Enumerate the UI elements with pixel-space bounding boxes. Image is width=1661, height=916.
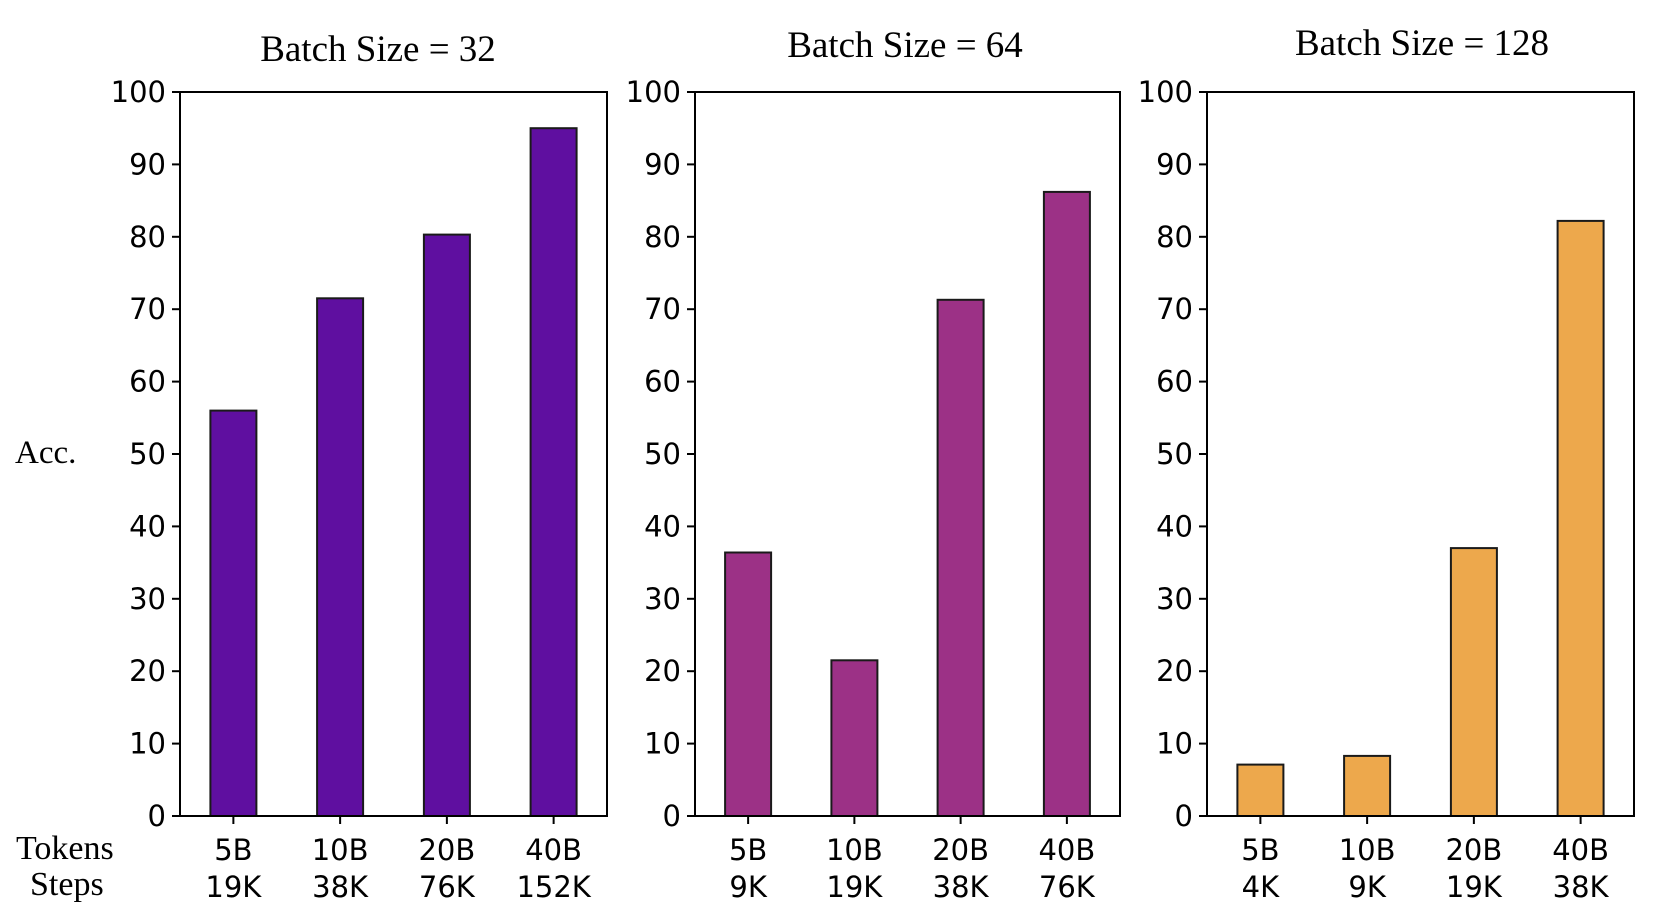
- bar-20B: [1449, 547, 1498, 817]
- y-tick-label: 100: [111, 75, 166, 109]
- bar-40B: [529, 127, 578, 817]
- y-tick-label: 100: [626, 75, 681, 109]
- y-tick-label: 50: [1156, 437, 1193, 471]
- x-tick-label-tokens: 10B: [1339, 833, 1396, 867]
- bar-10B: [316, 297, 365, 817]
- axes-frame: [694, 91, 1121, 817]
- x-tick-label-steps: 76K: [1039, 870, 1096, 904]
- y-tick-label: 10: [129, 727, 166, 761]
- y-tick-label: 20: [1156, 654, 1193, 688]
- y-tick-label: 0: [663, 799, 681, 833]
- bar-10B: [830, 659, 879, 817]
- axes-frame: [179, 91, 608, 817]
- bar-10B: [1343, 754, 1392, 818]
- y-tick-label: 60: [1156, 365, 1193, 399]
- x-tick-label-tokens: 5B: [729, 833, 767, 867]
- x-tick-label-steps: 38K: [1553, 870, 1610, 904]
- bar-40B: [1556, 219, 1605, 817]
- x-tick-label-steps: 4K: [1242, 870, 1280, 904]
- y-tick-label: 20: [644, 654, 681, 688]
- y-tick-label: 0: [1175, 799, 1193, 833]
- bar-5B: [724, 551, 773, 817]
- y-tick-label: 80: [129, 220, 166, 254]
- y-tick-label: 100: [1138, 75, 1193, 109]
- x-tick-label-tokens: 5B: [214, 833, 252, 867]
- x-tick-label-tokens: 20B: [418, 833, 475, 867]
- y-tick-label: 30: [644, 582, 681, 616]
- y-axis-label: Acc.: [15, 435, 76, 471]
- y-tick-label: 40: [129, 509, 166, 543]
- bar-20B: [422, 233, 471, 818]
- y-tick-label: 70: [644, 292, 681, 326]
- x-tick-label-tokens: 40B: [1038, 833, 1095, 867]
- y-tick-label: 50: [644, 437, 681, 471]
- y-tick-label: 80: [644, 220, 681, 254]
- y-tick-label: 30: [129, 582, 166, 616]
- x-tick-label-steps: 9K: [1348, 870, 1386, 904]
- y-tick-label: 40: [644, 509, 681, 543]
- x-tick-label-tokens: 20B: [932, 833, 989, 867]
- y-tick-label: 20: [129, 654, 166, 688]
- y-tick-label: 90: [1156, 147, 1193, 181]
- x-tick-label-steps: 19K: [1446, 870, 1503, 904]
- chart-title: Batch Size = 64: [787, 25, 1023, 66]
- x-tick-label-tokens: 10B: [826, 833, 883, 867]
- x-tick-label-tokens: 20B: [1445, 833, 1502, 867]
- chart-title: Batch Size = 128: [1295, 23, 1549, 64]
- y-tick-label: 90: [129, 147, 166, 181]
- y-tick-label: 80: [1156, 220, 1193, 254]
- x-tick-label-steps: 19K: [205, 870, 262, 904]
- y-tick-label: 70: [1156, 292, 1193, 326]
- y-tick-label: 30: [1156, 582, 1193, 616]
- bar-5B: [1236, 763, 1285, 817]
- y-tick-label: 10: [644, 727, 681, 761]
- x-tick-label-steps: 38K: [933, 870, 990, 904]
- bar-40B: [1042, 190, 1091, 817]
- x-tick-label-steps: 38K: [312, 870, 369, 904]
- x-tick-label-steps: 76K: [419, 870, 476, 904]
- x-tick-label-steps: 152K: [516, 870, 591, 904]
- y-tick-label: 50: [129, 437, 166, 471]
- bar-5B: [209, 409, 258, 817]
- tokens-row-label: Tokens: [16, 830, 114, 867]
- y-tick-label: 10: [1156, 727, 1193, 761]
- steps-row-label: Steps: [30, 866, 104, 903]
- axes-frame: [1206, 91, 1635, 817]
- chart-title: Batch Size = 32: [260, 29, 496, 70]
- x-tick-label-tokens: 10B: [312, 833, 369, 867]
- x-tick-label-steps: 19K: [826, 870, 883, 904]
- x-tick-label-steps: 9K: [729, 870, 767, 904]
- y-tick-label: 40: [1156, 509, 1193, 543]
- y-tick-label: 60: [644, 365, 681, 399]
- bar-20B: [936, 298, 985, 817]
- y-tick-label: 70: [129, 292, 166, 326]
- x-tick-label-tokens: 40B: [1552, 833, 1609, 867]
- y-tick-label: 90: [644, 147, 681, 181]
- y-tick-label: 0: [148, 799, 166, 833]
- x-tick-label-tokens: 5B: [1241, 833, 1279, 867]
- y-tick-label: 60: [129, 365, 166, 399]
- x-tick-label-tokens: 40B: [525, 833, 582, 867]
